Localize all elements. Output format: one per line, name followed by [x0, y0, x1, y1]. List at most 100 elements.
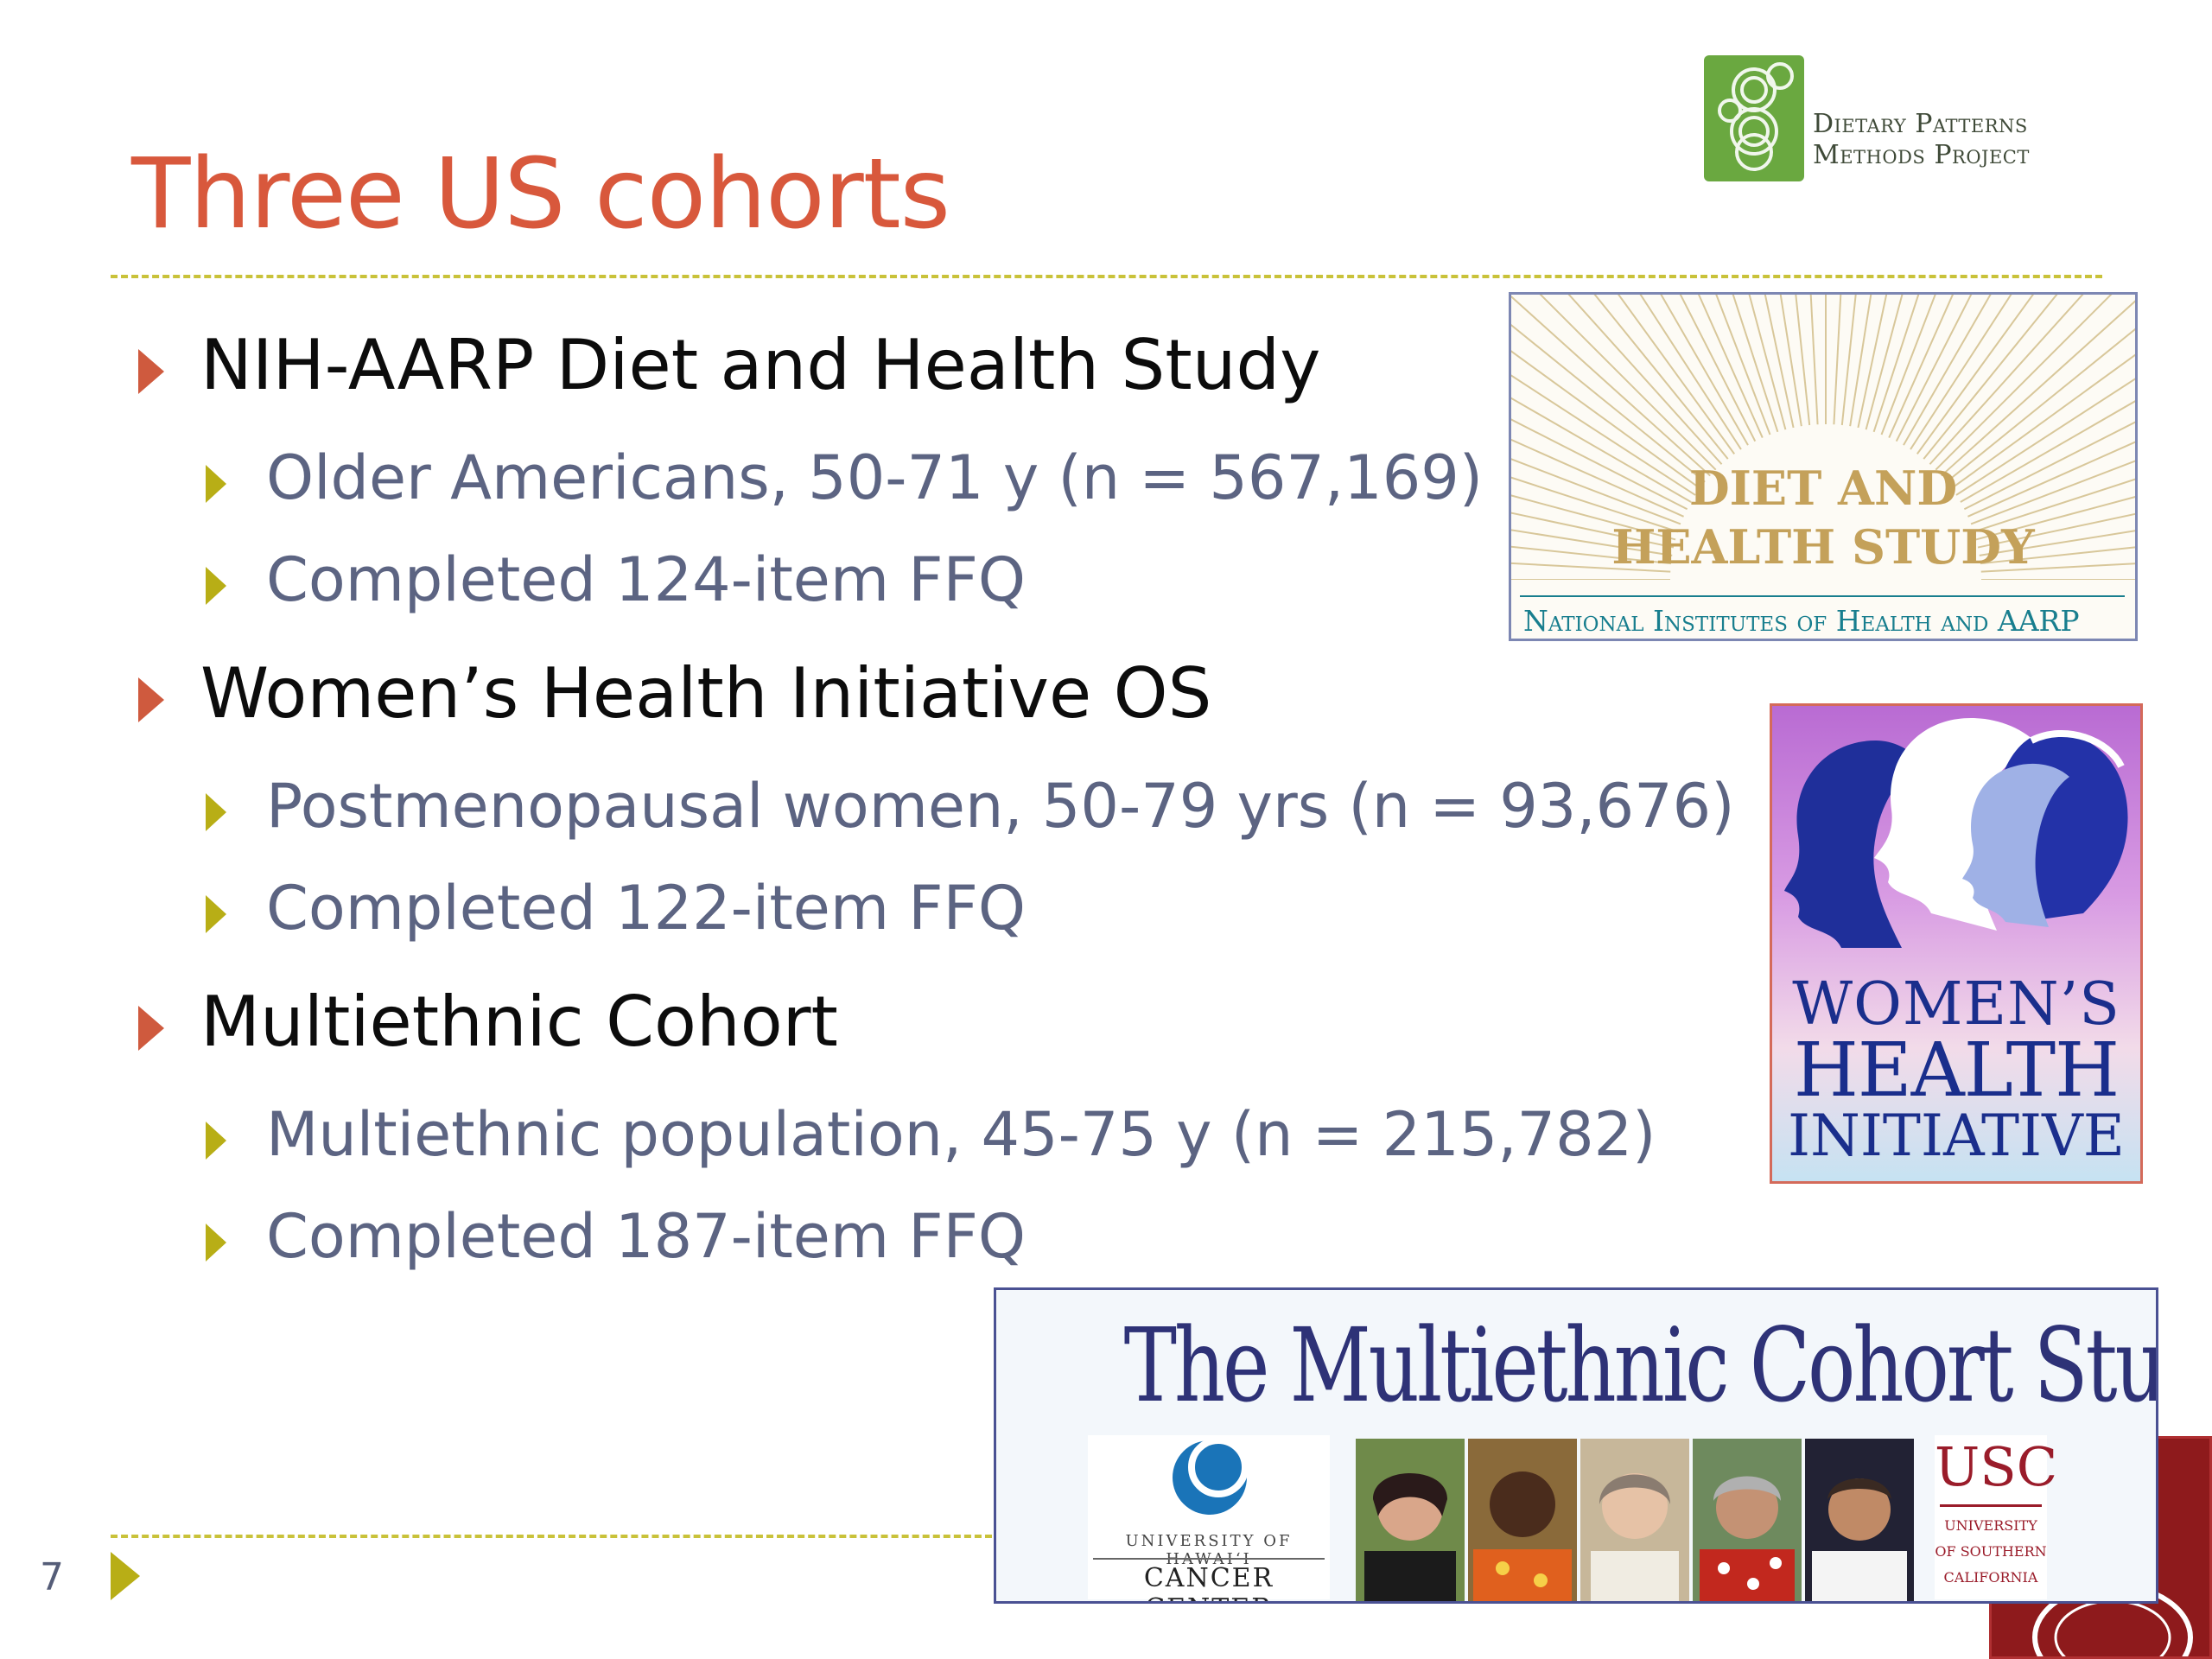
sun-ray: [1880, 295, 1936, 435]
participant-photo: [1580, 1439, 1689, 1601]
dpmp-logo: Dietary Patterns Methods Project: [1704, 55, 2067, 183]
whi-line1: WOMEN’S: [1792, 970, 2120, 1039]
uhcc-line1: UNIVERSITY OF HAWAI‘I: [1125, 1532, 1293, 1568]
sun-ray: [1865, 295, 1904, 430]
sun-ray: [1779, 295, 1802, 427]
sub-bullet-arrow-icon: [206, 1224, 226, 1262]
mec-banner: The Multiethnic Cohort Study UNIVERSITY …: [994, 1287, 2158, 1604]
bullet-multiethnic-cohort: Multiethnic Cohort: [200, 982, 838, 1062]
whi-logo: WOMEN’S HEALTH INITIATIVE: [1770, 703, 2143, 1184]
footer-divider: [111, 1535, 992, 1538]
sub-bullet-item: Older Americans, 50-71 y (n = 567,169): [266, 442, 1484, 513]
sunburst-icon: [1511, 295, 2135, 580]
sun-ray: [1967, 441, 2135, 518]
uhcc-logo: UNIVERSITY OF HAWAI‘I CANCER CENTER: [1088, 1435, 1330, 1601]
bullet-arrow-icon: [138, 349, 164, 394]
sun-ray: [1970, 460, 2135, 525]
usc-line1: UNIVERSITY: [1944, 1517, 2037, 1534]
sun-ray: [1980, 546, 2135, 565]
sun-ray: [1903, 295, 1992, 446]
dpmp-spiral-icon: [1704, 55, 1804, 181]
sun-ray: [1511, 350, 1700, 490]
sun-ray: [1910, 295, 2012, 450]
sub-bullet-item: Multiethnic population, 45-75 y (n = 215…: [266, 1099, 1656, 1170]
sun-ray: [1511, 397, 1692, 503]
women-profiles-icon: [1784, 718, 2128, 948]
sun-ray: [1539, 295, 1717, 471]
sun-ray: [1567, 295, 1723, 465]
sun-ray: [1511, 529, 1673, 556]
divider: [1520, 595, 2125, 597]
participant-photo: [1693, 1439, 1802, 1601]
uhcc-line2: CANCER CENTER: [1143, 1563, 1274, 1601]
divider: [1093, 1558, 1325, 1560]
sun-ray: [1511, 562, 1671, 573]
sun-ray: [1748, 295, 1787, 430]
sun-ray: [1960, 400, 2135, 503]
sun-ray: [1618, 295, 1736, 454]
divider: [1940, 1504, 2042, 1507]
dpmp-line2: Methods Project: [1813, 140, 2030, 170]
bullet-arrow-icon: [138, 677, 164, 722]
sun-ray: [1888, 295, 1955, 438]
page-number: 7: [40, 1555, 64, 1599]
nih-aarp-title: DIET AND HEALTH STUDY: [1511, 459, 2135, 576]
sub-bullet-item: Completed 124-item FFQ: [266, 544, 1026, 615]
nih-aarp-line2: HEALTH STUDY: [1611, 519, 2035, 575]
participant-photo: [1468, 1439, 1577, 1601]
title-divider: [111, 275, 2102, 278]
nih-aarp-line1: DIET AND: [1688, 461, 1958, 516]
usc-name: UNIVERSITY OF SOUTHERN CALIFORNIA: [1935, 1513, 2047, 1591]
sun-ray: [1697, 295, 1764, 438]
sub-bullet-arrow-icon: [206, 465, 226, 503]
sun-ray: [1916, 295, 2034, 454]
bullet-whi: Women’s Health Initiative OS: [200, 653, 1212, 734]
sun-ray: [1923, 295, 2058, 460]
sun-ray: [1511, 494, 1676, 541]
sun-ray: [1872, 295, 1920, 433]
sun-ray: [1941, 300, 2135, 477]
bullet-arrow-icon: [138, 1006, 164, 1051]
usc-wordmark: USC: [1935, 1435, 2058, 1498]
sun-ray: [1511, 323, 1706, 483]
sun-ray: [1511, 458, 1681, 525]
sun-ray: [1977, 512, 2135, 549]
sun-ray: [1593, 295, 1729, 460]
sun-ray: [1929, 295, 2084, 465]
sun-ray: [1973, 478, 2135, 533]
sub-bullet-item: Postmenopausal women, 50-79 yrs (n = 93,…: [266, 771, 1735, 842]
sun-ray: [1511, 418, 1688, 511]
mec-title: The Multiethnic Cohort Study: [1123, 1306, 2158, 1425]
sun-ray: [1511, 374, 1696, 496]
sun-ray: [1946, 327, 2135, 483]
sun-ray: [1732, 295, 1779, 433]
sun-ray: [1715, 295, 1771, 435]
sun-ray: [1639, 295, 1742, 450]
sun-ray: [1511, 545, 1672, 565]
sub-bullet-item: Completed 122-item FFQ: [266, 873, 1026, 944]
sun-ray: [1764, 295, 1795, 429]
sun-ray: [1660, 295, 1749, 446]
participant-photo: [1805, 1439, 1914, 1601]
sub-bullet-arrow-icon: [206, 567, 226, 605]
sun-ray: [1955, 378, 2135, 496]
sun-ray: [1679, 295, 1757, 442]
sub-bullet-arrow-icon: [206, 895, 226, 933]
dpmp-line1: Dietary Patterns: [1813, 109, 2028, 139]
sun-ray: [1857, 295, 1888, 429]
sub-bullet-arrow-icon: [206, 793, 226, 831]
sun-ray: [1511, 512, 1675, 549]
sub-bullet-item: Completed 187-item FFQ: [266, 1201, 1026, 1272]
sun-ray: [1511, 295, 1711, 477]
bullet-nih-aarp: NIH-AARP Diet and Health Study: [200, 325, 1321, 405]
uhcc-wave-icon: [1173, 1437, 1249, 1515]
usc-line2: OF SOUTHERN: [1935, 1543, 2047, 1560]
sun-ray: [1935, 295, 2113, 471]
usc-line3: CALIFORNIA: [1943, 1569, 2038, 1586]
sun-ray: [1795, 295, 1811, 426]
sun-ray: [1833, 295, 1842, 425]
sun-ray: [1979, 530, 2135, 556]
footer-arrow-icon: [111, 1552, 140, 1600]
sun-ray: [1849, 295, 1872, 427]
